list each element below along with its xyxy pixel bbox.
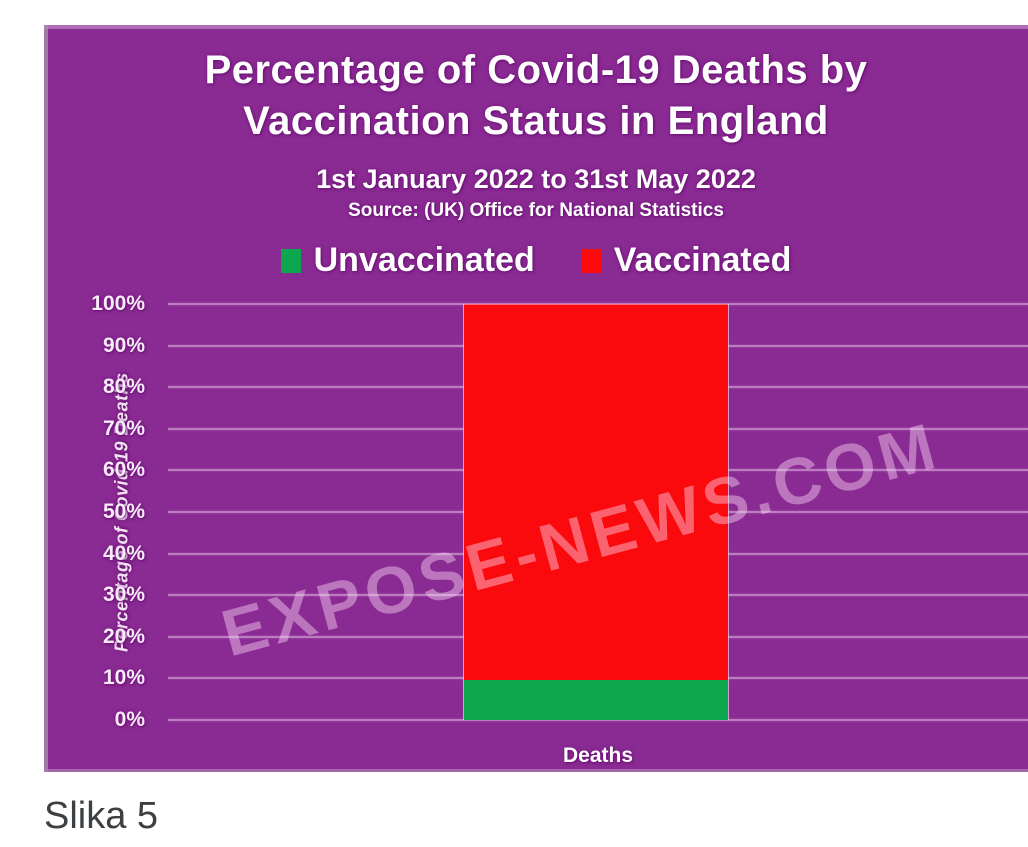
chart-source: Source: (UK) Office for National Statist… [348,200,724,221]
figure-border-left [44,25,48,772]
legend-swatch-vaccinated [580,248,601,273]
stacked-bar-deaths [463,304,729,720]
y-tick-label: 50% [102,500,145,523]
chart-title-line1: Percentage of Covid-19 Deaths by [204,48,868,92]
gridline [168,719,1028,721]
legend-item-vaccinated: Vaccinated [580,241,792,280]
legend-label-vaccinated: Vaccinated [613,241,792,279]
y-tick-label: 100% [91,292,145,315]
chart-header: Percentage of Covid-19 Deaths by Vaccina… [44,45,1028,280]
y-tick-label: 70% [102,416,145,440]
figure-border-bottom [44,769,1028,772]
plot-area [168,303,1028,721]
bar-segment-unvaccinated [464,680,728,720]
legend-item-unvaccinated: Unvaccinated [280,241,535,280]
x-axis-label: Deaths [562,744,634,767]
y-tick-label: 90% [102,333,145,357]
y-tick-label: 80% [102,375,145,399]
legend-label-unvaccinated: Unvaccinated [313,241,535,279]
chart-title-line2: Vaccination Status in England [243,99,829,143]
y-tick-label: 40% [102,541,145,565]
bar-segment-vaccinated [464,304,728,681]
y-tick-label: 60% [102,458,145,482]
y-axis-ticks: 100% 90% 80% 70% 60% 50% 40% 30% 20% 10% 0% [44,292,145,731]
figure-border-top [44,25,1028,29]
chart-subtitle: 1st January 2022 to 31st May 2022 [316,164,756,194]
legend-swatch-unvaccinated [280,248,301,273]
y-tick-label: 0% [114,708,145,731]
covid-deaths-chart-figure: Percentage of Covid-19 Deaths by Vaccina… [44,25,1028,772]
chart-legend: Unvaccinated Vaccinated [44,241,1028,280]
y-tick-label: 20% [102,624,145,648]
gridline [168,303,1028,305]
figure-caption: Slika 5 [44,795,159,837]
y-tick-label: 30% [102,583,145,607]
y-tick-label: 10% [102,666,145,690]
